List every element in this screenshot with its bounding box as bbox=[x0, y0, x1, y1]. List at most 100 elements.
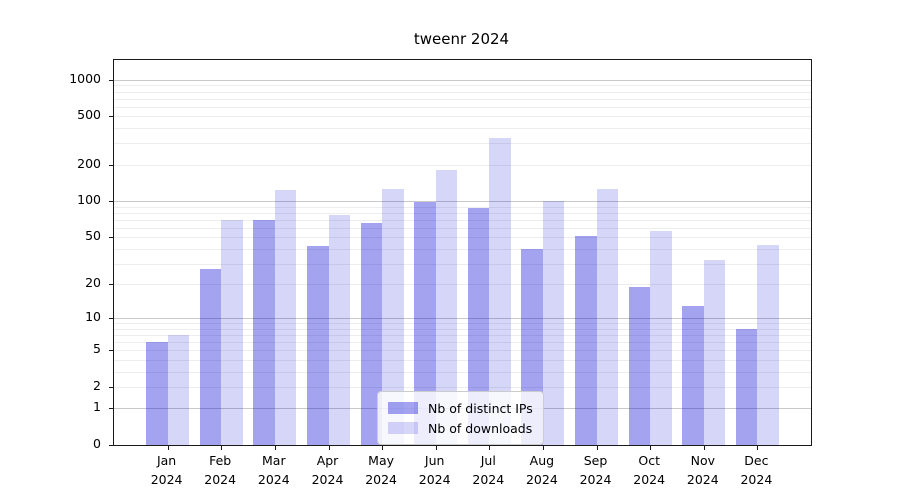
x-tick bbox=[650, 445, 652, 450]
plot-area: Nb of distinct IPs Nb of downloads bbox=[109, 59, 812, 450]
y-gridline-minor bbox=[114, 164, 811, 166]
bar-distinct-ips-jul bbox=[467, 207, 490, 445]
bar-distinct-ips-nov bbox=[682, 305, 704, 445]
y-tick-label: 0 bbox=[93, 436, 101, 451]
bar-distinct-ips-apr bbox=[307, 246, 329, 445]
legend-label-downloads: Nb of downloads bbox=[428, 420, 533, 436]
y-gridline-minor bbox=[114, 284, 811, 286]
x-tick bbox=[596, 445, 598, 450]
bar-distinct-ips-jan bbox=[146, 342, 168, 445]
y-tick bbox=[109, 79, 114, 81]
x-tick bbox=[167, 445, 169, 450]
y-gridline-major bbox=[114, 201, 811, 202]
y-tick-label: 500 bbox=[77, 107, 101, 123]
y-gridline-minor bbox=[114, 212, 811, 214]
x-tick bbox=[382, 445, 384, 450]
x-tick bbox=[757, 445, 759, 450]
x-tick-label: May 2024 bbox=[365, 453, 397, 487]
x-tick bbox=[703, 445, 705, 450]
y-tick-label: 1 bbox=[93, 399, 101, 415]
y-tick bbox=[109, 237, 114, 239]
bar-downloads-apr bbox=[328, 214, 350, 445]
y-gridline-minor bbox=[114, 359, 811, 361]
x-tick-label: Feb 2024 bbox=[204, 453, 237, 487]
x-tick bbox=[489, 445, 491, 450]
bar-downloads-jul bbox=[489, 138, 511, 445]
bar-downloads-oct bbox=[650, 231, 672, 445]
legend-label-distinct-ips: Nb of distinct IPs bbox=[428, 400, 533, 416]
chart-title: tweenr 2024 bbox=[413, 30, 510, 48]
y-tick-label: 5 bbox=[93, 341, 101, 357]
bar-distinct-ips-jun bbox=[414, 201, 436, 445]
y-gridline-minor bbox=[114, 143, 811, 145]
bar-distinct-ips-dec bbox=[735, 328, 758, 445]
y-gridline-minor bbox=[114, 350, 811, 352]
y-gridline-minor bbox=[114, 206, 811, 208]
y-gridline-minor bbox=[114, 248, 811, 250]
x-tick bbox=[274, 445, 276, 450]
legend-swatch-distinct-ips bbox=[388, 402, 418, 414]
bar-downloads-mar bbox=[274, 189, 297, 445]
x-tick bbox=[542, 445, 544, 450]
x-tick-label: Sep 2024 bbox=[579, 453, 612, 487]
legend-item-distinct-ips: Nb of distinct IPs bbox=[388, 398, 533, 418]
y-gridline-minor bbox=[114, 263, 811, 265]
x-axis: Jan 2024 Feb 2024 Mar 2024 Apr 2024 May 2024… bbox=[113, 451, 810, 496]
y-tick-label: 10 bbox=[85, 309, 101, 325]
bar-distinct-ips-sep bbox=[575, 236, 597, 445]
y-tick bbox=[109, 408, 114, 410]
bar-downloads-nov bbox=[703, 260, 726, 445]
y-gridline-minor bbox=[114, 323, 811, 325]
x-tick bbox=[221, 445, 223, 450]
x-tick-label: Jun 2024 bbox=[418, 453, 451, 487]
bar-downloads-sep bbox=[596, 188, 618, 445]
x-tick-label: Dec 2024 bbox=[740, 453, 773, 487]
y-tick-label: 50 bbox=[85, 228, 101, 244]
y-tick bbox=[109, 201, 114, 202]
y-gridline-minor bbox=[114, 128, 811, 130]
y-gridline-minor bbox=[114, 116, 811, 118]
y-gridline-minor bbox=[114, 237, 811, 239]
bar-downloads-jan bbox=[167, 335, 190, 445]
x-tick bbox=[435, 445, 437, 450]
y-gridline-minor bbox=[114, 335, 811, 337]
y-tick-label: 2 bbox=[93, 377, 101, 393]
x-tick-label: Apr 2024 bbox=[311, 453, 344, 487]
x-tick-label: Jan 2024 bbox=[150, 453, 183, 487]
x-tick-label: Jul 2024 bbox=[472, 453, 505, 487]
y-gridline-minor bbox=[114, 227, 811, 229]
y-gridline-major bbox=[114, 318, 811, 320]
x-tick-label: Nov 2024 bbox=[686, 453, 719, 487]
y-axis: 0 1 2 5 10 20 50 100 200 500 1000 bbox=[0, 59, 107, 451]
y-gridline-minor bbox=[114, 98, 811, 100]
bar-downloads-may bbox=[382, 189, 404, 445]
x-tick-label: Oct 2024 bbox=[633, 453, 666, 487]
bar-downloads-dec bbox=[757, 245, 779, 445]
bar-distinct-ips-oct bbox=[628, 286, 651, 445]
y-gridline-minor bbox=[114, 91, 811, 93]
legend: Nb of distinct IPs Nb of downloads bbox=[377, 391, 544, 445]
y-gridline-minor bbox=[114, 219, 811, 221]
y-tick bbox=[109, 116, 114, 118]
legend-item-downloads: Nb of downloads bbox=[388, 418, 533, 438]
y-tick bbox=[109, 284, 114, 286]
legend-swatch-downloads bbox=[388, 422, 418, 434]
y-gridline-minor bbox=[114, 342, 811, 344]
bar-distinct-ips-mar bbox=[253, 219, 275, 445]
y-tick-label: 20 bbox=[85, 275, 101, 291]
y-gridline-major bbox=[114, 79, 811, 81]
y-tick-label: 1000 bbox=[69, 70, 101, 86]
bar-distinct-ips-feb bbox=[199, 268, 222, 445]
bar-distinct-ips-may bbox=[360, 222, 383, 445]
x-tick-label: Mar 2024 bbox=[257, 453, 290, 487]
y-tick-label: 100 bbox=[77, 192, 101, 207]
y-tick bbox=[109, 445, 114, 446]
y-gridline-minor bbox=[114, 371, 811, 373]
y-gridline-minor bbox=[114, 85, 811, 87]
y-tick bbox=[109, 318, 114, 320]
y-gridline-minor bbox=[114, 386, 811, 388]
y-tick bbox=[109, 164, 114, 166]
y-tick bbox=[109, 350, 114, 352]
bar-downloads-jun bbox=[435, 169, 458, 445]
